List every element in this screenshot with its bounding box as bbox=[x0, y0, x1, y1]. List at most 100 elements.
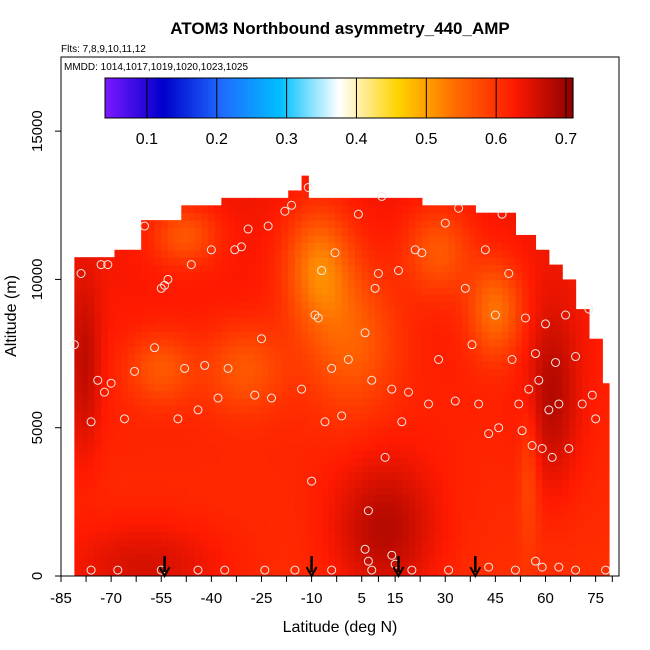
heatmap-cell bbox=[461, 323, 470, 332]
heatmap-cell bbox=[468, 257, 476, 266]
heatmap-cell bbox=[134, 294, 142, 303]
heatmap-cell bbox=[455, 472, 463, 481]
colorbar-segment bbox=[200, 78, 204, 118]
heatmap-cell bbox=[361, 494, 370, 503]
heatmap-cell bbox=[334, 346, 343, 355]
heatmap-cell bbox=[568, 464, 577, 473]
heatmap-cell bbox=[428, 316, 436, 325]
heatmap-cell bbox=[515, 464, 523, 473]
colorbar-segment bbox=[441, 78, 445, 118]
heatmap-cell bbox=[107, 375, 116, 384]
heatmap-cell bbox=[321, 197, 329, 206]
heatmap-cell bbox=[314, 509, 323, 518]
heatmap-cell bbox=[308, 375, 316, 384]
heatmap-cell bbox=[294, 309, 303, 318]
heatmap-cell bbox=[461, 375, 470, 384]
heatmap-cell bbox=[588, 494, 597, 503]
heatmap-cell bbox=[194, 227, 202, 236]
heatmap-cell bbox=[395, 205, 403, 214]
heatmap-cell bbox=[274, 449, 283, 458]
heatmap-cell bbox=[161, 242, 169, 251]
heatmap-cell bbox=[281, 509, 289, 518]
heatmap-cell bbox=[575, 538, 583, 547]
heatmap-cell bbox=[321, 353, 329, 362]
sample-point bbox=[370, 283, 380, 293]
heatmap-cell bbox=[101, 272, 109, 281]
heatmap-cell bbox=[208, 272, 216, 281]
heatmap-cell bbox=[395, 546, 403, 555]
heatmap-cell bbox=[288, 353, 296, 362]
heatmap-cell bbox=[268, 420, 276, 429]
heatmap-cell bbox=[448, 494, 456, 503]
heatmap-cell bbox=[141, 249, 149, 258]
sample-point bbox=[113, 565, 123, 575]
heatmap-cell bbox=[328, 331, 336, 340]
heatmap-cell bbox=[314, 427, 323, 436]
heatmap-cell bbox=[575, 546, 583, 555]
heatmap-cell bbox=[375, 568, 383, 576]
heatmap-cell bbox=[515, 516, 523, 525]
heatmap-cell bbox=[355, 398, 363, 407]
heatmap-cell bbox=[161, 398, 169, 407]
heatmap-cell bbox=[575, 524, 583, 533]
heatmap-cell bbox=[475, 309, 483, 318]
heatmap-cell bbox=[167, 412, 176, 421]
heatmap-cell bbox=[381, 420, 390, 429]
heatmap-cell bbox=[334, 398, 343, 407]
heatmap-cell bbox=[334, 420, 343, 429]
colorbar-segment bbox=[556, 78, 560, 118]
heatmap-cell bbox=[568, 309, 577, 318]
heatmap-cell bbox=[181, 257, 189, 266]
heatmap-cell bbox=[475, 449, 483, 458]
heatmap-cell bbox=[455, 479, 463, 488]
heatmap-cell bbox=[355, 264, 363, 273]
x-tick-label: -40 bbox=[201, 590, 223, 607]
heatmap-cell bbox=[221, 509, 229, 518]
heatmap-cell bbox=[522, 546, 530, 555]
heatmap-cell bbox=[575, 360, 583, 369]
colorbar-segment bbox=[324, 78, 328, 118]
heatmap-cell bbox=[515, 398, 523, 407]
heatmap-cell bbox=[408, 561, 416, 570]
heatmap-cell bbox=[161, 279, 169, 288]
heatmap-cell bbox=[588, 479, 597, 488]
heatmap-cell bbox=[261, 390, 269, 399]
heatmap-cell bbox=[87, 383, 96, 392]
heatmap-cell bbox=[314, 435, 323, 444]
heatmap-cell bbox=[542, 257, 550, 266]
heatmap-cell bbox=[381, 360, 390, 369]
heatmap-cell bbox=[435, 546, 443, 555]
heatmap-cell bbox=[241, 538, 249, 547]
sample-point bbox=[200, 360, 210, 370]
heatmap-cell bbox=[428, 561, 436, 570]
heatmap-cell bbox=[421, 205, 430, 214]
heatmap-cell bbox=[495, 279, 503, 288]
heatmap-cell bbox=[308, 205, 316, 214]
heatmap-cell bbox=[388, 531, 396, 540]
heatmap-cell bbox=[328, 524, 336, 533]
heatmap-cell bbox=[94, 538, 102, 547]
heatmap-cell bbox=[228, 264, 236, 273]
heatmap-cell bbox=[435, 375, 443, 384]
heatmap-cell bbox=[388, 516, 396, 525]
heatmap-cell bbox=[348, 494, 356, 503]
heatmap-cell bbox=[355, 375, 363, 384]
heatmap-cell bbox=[101, 464, 109, 473]
heatmap-cell bbox=[208, 501, 216, 510]
heatmap-cell bbox=[134, 420, 142, 429]
heatmap-cell bbox=[488, 272, 496, 281]
heatmap-cell bbox=[468, 264, 476, 273]
heatmap-cell bbox=[208, 257, 216, 266]
heatmap-cell bbox=[588, 405, 597, 414]
heatmap-cell bbox=[435, 487, 443, 496]
heatmap-cell bbox=[328, 479, 336, 488]
heatmap-cell bbox=[201, 234, 209, 243]
heatmap-cell bbox=[81, 509, 89, 518]
heatmap-cell bbox=[428, 538, 436, 547]
heatmap-cell bbox=[375, 309, 383, 318]
heatmap-cell bbox=[461, 227, 470, 236]
heatmap-cell bbox=[127, 561, 136, 570]
heatmap-cell bbox=[435, 309, 443, 318]
heatmap-cell bbox=[562, 546, 570, 555]
colorbar-segment bbox=[339, 78, 342, 118]
